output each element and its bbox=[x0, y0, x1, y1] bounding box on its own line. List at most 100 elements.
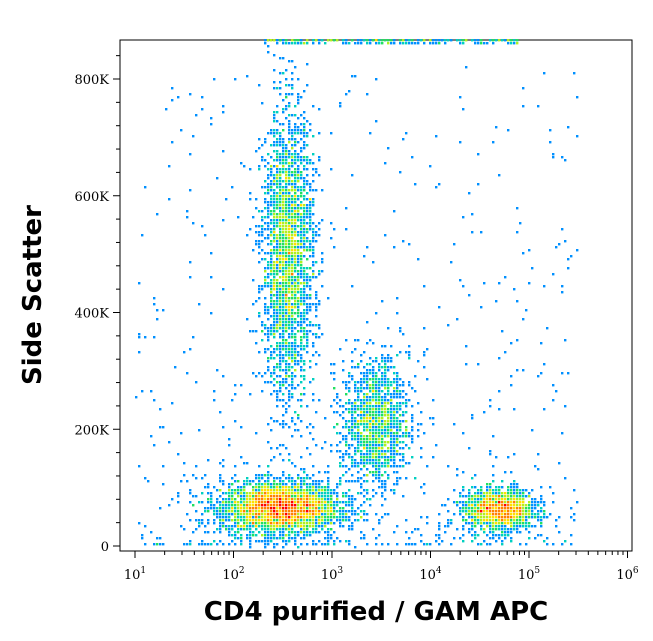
density-dot bbox=[510, 375, 513, 378]
density-dot bbox=[303, 189, 306, 192]
density-dot bbox=[387, 543, 390, 546]
density-dot bbox=[294, 216, 297, 219]
density-dot bbox=[282, 444, 285, 447]
density-dot bbox=[291, 228, 294, 231]
density-dot bbox=[375, 384, 378, 387]
density-dot bbox=[363, 462, 366, 465]
density-dot bbox=[300, 186, 303, 189]
density-dot bbox=[303, 375, 306, 378]
density-dot bbox=[366, 444, 369, 447]
density-dot bbox=[255, 525, 258, 528]
density-dot bbox=[324, 537, 327, 540]
density-dot bbox=[516, 498, 519, 501]
density-dot bbox=[291, 216, 294, 219]
density-dot bbox=[399, 414, 402, 417]
density-dot bbox=[477, 522, 480, 525]
density-dot bbox=[396, 384, 399, 387]
density-dot bbox=[246, 516, 249, 519]
density-dot bbox=[324, 492, 327, 495]
density-dot bbox=[255, 507, 258, 510]
density-dot bbox=[207, 483, 210, 486]
density-dot bbox=[216, 489, 219, 492]
density-dot bbox=[552, 273, 555, 276]
density-dot bbox=[375, 537, 378, 540]
density-dot bbox=[267, 132, 270, 135]
density-dot bbox=[402, 453, 405, 456]
density-dot bbox=[384, 444, 387, 447]
density-dot bbox=[372, 390, 375, 393]
density-dot bbox=[303, 348, 306, 351]
density-dot bbox=[273, 240, 276, 243]
density-dot bbox=[306, 507, 309, 510]
density-dot bbox=[300, 510, 303, 513]
density-dot bbox=[282, 315, 285, 318]
density-dot bbox=[213, 486, 216, 489]
density-dot bbox=[366, 441, 369, 444]
density-dot bbox=[402, 432, 405, 435]
density-dot bbox=[294, 243, 297, 246]
density-dot bbox=[513, 408, 516, 411]
density-dot bbox=[414, 477, 417, 480]
density-dot bbox=[264, 198, 267, 201]
density-dot bbox=[219, 519, 222, 522]
density-dot bbox=[261, 216, 264, 219]
density-dot bbox=[420, 411, 423, 414]
density-dot bbox=[393, 372, 396, 375]
density-dot bbox=[276, 129, 279, 132]
density-dot bbox=[288, 234, 291, 237]
density-dot bbox=[381, 426, 384, 429]
density-dot bbox=[462, 534, 465, 537]
density-dot bbox=[312, 492, 315, 495]
x-tick-label: 103 bbox=[321, 566, 344, 583]
density-dot bbox=[270, 417, 273, 420]
density-dot bbox=[558, 462, 561, 465]
density-dot bbox=[393, 441, 396, 444]
density-dot bbox=[288, 525, 291, 528]
density-dot bbox=[279, 483, 282, 486]
density-dot bbox=[294, 177, 297, 180]
density-dot bbox=[351, 501, 354, 504]
density-dot bbox=[249, 522, 252, 525]
density-dot bbox=[264, 537, 267, 540]
density-dot bbox=[372, 261, 375, 264]
density-dot bbox=[471, 540, 474, 543]
density-dot bbox=[432, 39, 435, 42]
density-dot bbox=[414, 543, 417, 546]
density-dot bbox=[288, 219, 291, 222]
density-dot bbox=[498, 519, 501, 522]
density-dot bbox=[336, 423, 339, 426]
density-dot bbox=[516, 516, 519, 519]
density-dot bbox=[486, 492, 489, 495]
density-dot bbox=[495, 126, 498, 129]
density-dot bbox=[423, 354, 426, 357]
density-dot bbox=[276, 258, 279, 261]
density-dot bbox=[474, 486, 477, 489]
density-dot bbox=[270, 501, 273, 504]
density-dot bbox=[291, 396, 294, 399]
density-dot bbox=[303, 387, 306, 390]
density-dot bbox=[315, 489, 318, 492]
density-dot bbox=[210, 252, 213, 255]
density-dot bbox=[273, 333, 276, 336]
density-dot bbox=[378, 39, 381, 42]
density-dot bbox=[372, 423, 375, 426]
density-dot bbox=[393, 366, 396, 369]
density-dot bbox=[144, 543, 147, 546]
density-dot bbox=[375, 120, 378, 123]
density-dot bbox=[492, 39, 495, 42]
density-dot bbox=[288, 528, 291, 531]
density-dot bbox=[384, 378, 387, 381]
density-dot bbox=[390, 465, 393, 468]
density-dot bbox=[255, 300, 258, 303]
density-dot bbox=[354, 513, 357, 516]
density-dot bbox=[468, 513, 471, 516]
density-dot bbox=[330, 237, 333, 240]
density-dot bbox=[297, 300, 300, 303]
density-dot bbox=[294, 360, 297, 363]
density-dot bbox=[309, 534, 312, 537]
density-dot bbox=[282, 330, 285, 333]
density-dot bbox=[468, 495, 471, 498]
density-dot bbox=[387, 384, 390, 387]
density-dot bbox=[315, 363, 318, 366]
density-dot bbox=[315, 507, 318, 510]
